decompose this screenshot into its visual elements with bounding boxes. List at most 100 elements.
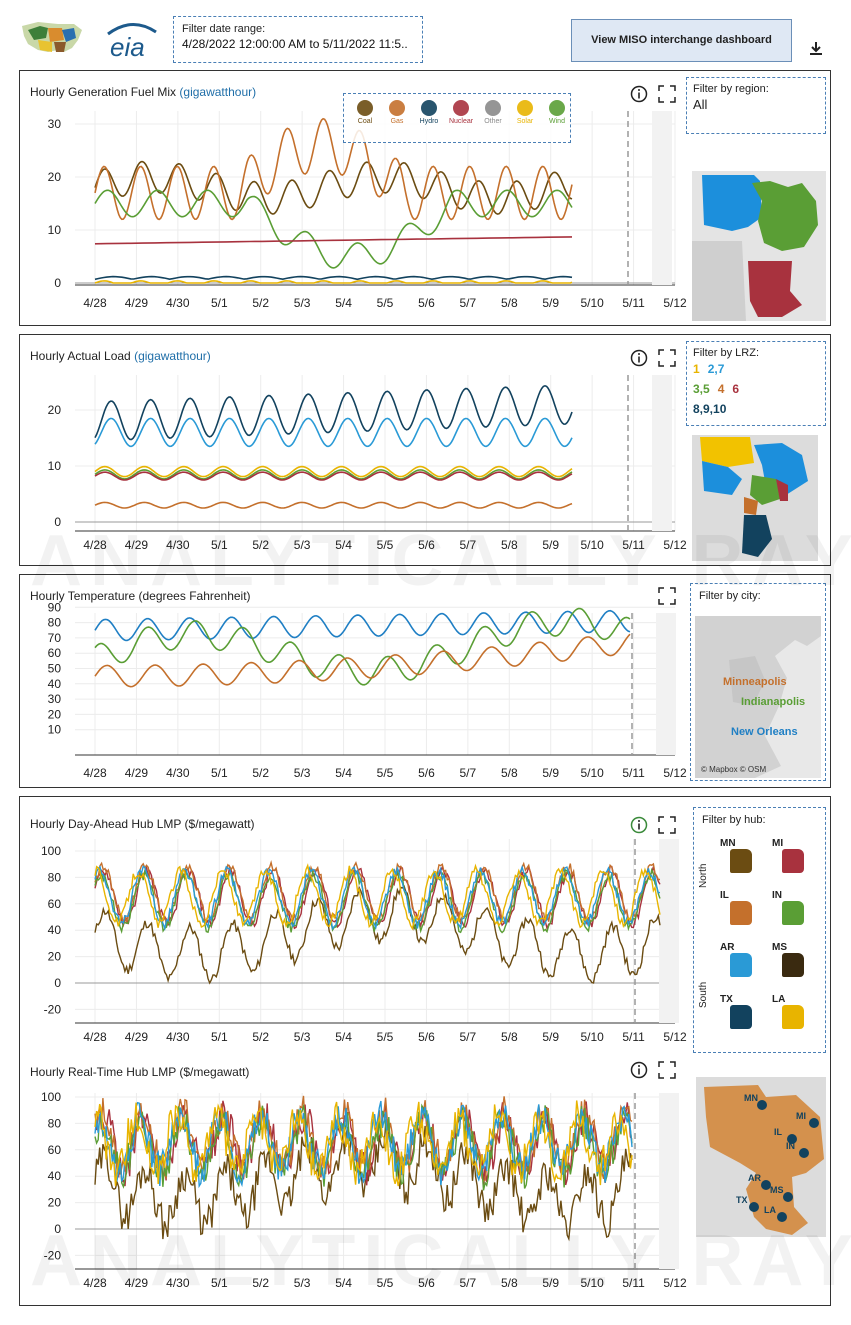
info-icon[interactable] xyxy=(630,85,648,103)
future-shade xyxy=(652,111,672,285)
x-tick-label: 4/28 xyxy=(83,296,107,310)
info-icon[interactable] xyxy=(630,349,648,367)
lrz-filter-label: Filter by LRZ: xyxy=(693,347,760,359)
legend-item-coal[interactable]: Coal xyxy=(350,98,380,125)
hub-option-in[interactable]: IN xyxy=(772,890,816,934)
download-icon[interactable] xyxy=(808,40,824,56)
expand-icon[interactable] xyxy=(658,85,676,103)
hub-marker-in[interactable] xyxy=(799,1148,809,1158)
x-tick-label: 5/10 xyxy=(580,1276,604,1290)
solar-series xyxy=(94,280,573,284)
temperature-title: Hourly Temperature (degrees Fahrenheit) xyxy=(30,589,251,603)
chart-axes: 4/28 4/29 4/30 5/1 5/2 5/3 5/4 5/5 5/6 5/7 5/8 5/9 5… xyxy=(48,375,687,552)
x-tick-label: 4/28 xyxy=(83,1276,107,1290)
coal-series xyxy=(94,160,573,215)
new-orleans-series xyxy=(94,609,631,642)
lrz-option[interactable]: 2,7 xyxy=(707,362,725,376)
gas-series xyxy=(94,117,573,221)
x-tick-label: 4/30 xyxy=(166,1030,190,1044)
x-tick-label: 5/12 xyxy=(663,296,687,310)
north-america-map-icon xyxy=(695,616,821,778)
chart-axes: 4/28 4/29 4/30 5/1 5/2 5/3 5/4 5/5 5/6 5/7 5/8 5/9 5… xyxy=(48,111,687,310)
legend-item-solar[interactable]: Solar xyxy=(510,98,540,125)
legend-item-wind[interactable]: Wind xyxy=(542,98,572,125)
hub-state-icon xyxy=(782,1005,804,1029)
hub-marker-mi[interactable] xyxy=(809,1118,819,1128)
expand-icon[interactable] xyxy=(658,816,676,834)
y-tick-label: 80 xyxy=(48,1116,62,1130)
region-filter[interactable]: Filter by region: All xyxy=(686,77,826,134)
legend-item-hydro[interactable]: Hydro xyxy=(414,98,444,125)
future-shade xyxy=(652,375,672,531)
info-icon[interactable] xyxy=(630,1061,648,1079)
coal-icon xyxy=(357,100,373,116)
info-icon[interactable] xyxy=(630,816,648,834)
expand-icon[interactable] xyxy=(658,349,676,367)
region-filter-value: All xyxy=(693,97,708,112)
y-tick-label: 20 xyxy=(48,403,62,417)
hub-marker-mn[interactable] xyxy=(757,1100,767,1110)
hub-marker-ms[interactable] xyxy=(783,1192,793,1202)
indianapolis-series xyxy=(94,607,631,686)
city-filter[interactable]: Filter by city: Minneapolis Indianapolis N… xyxy=(690,583,826,781)
watermark: ANALYTICALLY RAY xyxy=(30,521,851,601)
x-tick-label: 5/5 xyxy=(377,1276,394,1290)
y-tick-label: 0 xyxy=(54,976,61,990)
y-tick-label: 10 xyxy=(48,223,62,237)
hub-filter[interactable]: Filter by hub: North South MN MI IL IN AR MS T… xyxy=(693,807,826,1053)
date-range-value: 4/28/2022 12:00:00 AM to 5/11/2022 11:5.… xyxy=(182,37,408,51)
legend-item-nuclear[interactable]: Nuclear xyxy=(446,98,476,125)
hub-option-ms[interactable]: MS xyxy=(772,942,816,986)
fuel-mix-title: Hourly Generation Fuel Mix (gigawatthour… xyxy=(30,85,256,99)
city-label-indianapolis[interactable]: Indianapolis xyxy=(741,696,806,708)
hub-option-mn[interactable]: MN xyxy=(720,838,764,882)
lrz-option[interactable]: 6 xyxy=(732,382,740,396)
load-panel: Hourly Actual Load (gigawatthour) 4/28 4/… xyxy=(19,334,831,566)
city-filter-label: Filter by city: xyxy=(699,590,761,602)
lrz-map[interactable] xyxy=(692,435,818,561)
y-tick-label: 0 xyxy=(54,1222,61,1236)
y-tick-label: 20 xyxy=(48,707,62,721)
x-tick-label: 5/1 xyxy=(211,296,228,310)
y-tick-label: 80 xyxy=(48,870,62,884)
y-tick-label: 20 xyxy=(48,1196,62,1210)
hub-option-tx[interactable]: TX xyxy=(720,994,764,1038)
view-dashboard-button[interactable]: View MISO interchange dashboard xyxy=(571,19,792,62)
region-filter-label: Filter by region: xyxy=(693,83,769,95)
future-shade xyxy=(659,1093,679,1269)
lrz-filter[interactable]: Filter by LRZ: 1 2,7 3,5 4 6 8,9,10 xyxy=(686,341,826,426)
legend-item-gas[interactable]: Gas xyxy=(382,98,412,125)
lrz-option[interactable]: 3,5 xyxy=(693,382,710,396)
x-tick-label: 5/11 xyxy=(622,1030,645,1044)
lrz-option[interactable]: 4 xyxy=(717,382,725,396)
fuel-mix-chart: 4/28 4/29 4/30 5/1 5/2 5/3 5/4 5/5 5/6 5/7 5/8 5/9 5… xyxy=(48,111,687,310)
date-range-filter[interactable]: Filter date range: 4/28/2022 12:00:00 AM… xyxy=(173,16,423,63)
lrz-row: 1 2,7 xyxy=(693,359,819,379)
hub-marker-il[interactable] xyxy=(787,1134,797,1144)
x-tick-label: 5/11 xyxy=(622,538,645,552)
lrz-option[interactable]: 8,9,10 xyxy=(693,402,727,416)
hub-in-series xyxy=(94,867,661,934)
legend-item-other[interactable]: Other xyxy=(478,98,508,125)
hub-marker-tx[interactable] xyxy=(749,1202,759,1212)
lrz-row: 8,9,10 xyxy=(693,399,819,419)
expand-icon[interactable] xyxy=(658,587,676,605)
city-label-minneapolis[interactable]: Minneapolis xyxy=(723,676,787,688)
hub-state-icon xyxy=(782,953,804,977)
city-map[interactable]: Minneapolis Indianapolis New Orleans © Map… xyxy=(695,616,821,778)
hub-option-mi[interactable]: MI xyxy=(772,838,816,882)
x-tick-label: 5/3 xyxy=(294,538,311,552)
miso-region-map[interactable] xyxy=(692,171,826,321)
lrz-option[interactable]: 1 xyxy=(693,362,700,376)
expand-icon[interactable] xyxy=(658,1061,676,1079)
hub-marker-la[interactable] xyxy=(777,1212,787,1222)
city-label-new-orleans[interactable]: New Orleans xyxy=(731,726,798,738)
hub-option-ar[interactable]: AR xyxy=(720,942,764,986)
watermark: ANALYTICALLY RAY xyxy=(30,1221,851,1301)
hub-label: AR xyxy=(720,942,735,953)
x-tick-label: 5/11 xyxy=(622,766,645,780)
hub-option-il[interactable]: IL xyxy=(720,890,764,934)
hub-marker-ar[interactable] xyxy=(761,1180,771,1190)
hub-option-la[interactable]: LA xyxy=(772,994,816,1038)
